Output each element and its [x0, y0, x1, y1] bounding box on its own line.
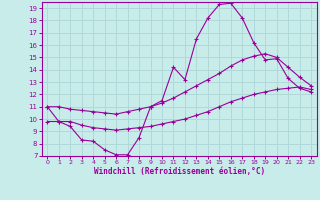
X-axis label: Windchill (Refroidissement éolien,°C): Windchill (Refroidissement éolien,°C): [94, 167, 265, 176]
